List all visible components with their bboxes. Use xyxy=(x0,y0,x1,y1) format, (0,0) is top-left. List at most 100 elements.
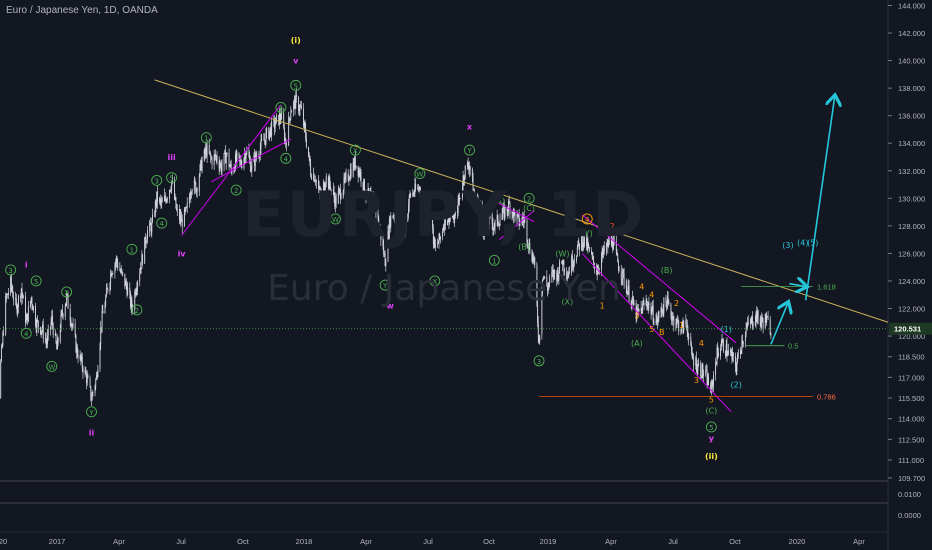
candle-body xyxy=(766,316,768,318)
candle-body xyxy=(169,190,170,199)
candle-body xyxy=(329,178,331,187)
candle-body xyxy=(55,333,57,343)
candle-body xyxy=(464,165,466,178)
candle-body xyxy=(488,224,490,225)
candle-body xyxy=(305,138,307,147)
y-tick-label: 126.000 xyxy=(898,249,925,258)
wave-label-circle xyxy=(151,174,163,186)
candle-body xyxy=(741,340,743,350)
wave-label: 2 xyxy=(234,187,238,195)
candle-body xyxy=(191,190,193,193)
candle-body xyxy=(725,343,727,357)
indicator-tick-label: 0.0000 xyxy=(898,511,921,520)
candle-body xyxy=(200,160,202,165)
candle-body xyxy=(713,375,714,387)
wave-label: (B) xyxy=(518,243,530,252)
candle-body xyxy=(690,336,692,345)
candle-body xyxy=(130,299,132,307)
wave-label-circle xyxy=(30,275,42,287)
candle-body xyxy=(190,194,192,199)
candle-body xyxy=(395,213,397,220)
candle-body xyxy=(196,188,197,193)
candle-body xyxy=(552,269,553,272)
wave-label: 1 xyxy=(492,257,496,265)
candle-body xyxy=(452,215,453,218)
candle-body xyxy=(324,187,326,190)
candle-body xyxy=(722,339,724,341)
candle-body xyxy=(0,360,2,398)
candle-body xyxy=(666,302,668,309)
candle-body xyxy=(764,314,766,328)
candle-body xyxy=(466,162,468,166)
candle-body xyxy=(551,271,553,278)
candle-body xyxy=(717,347,719,353)
candle-body xyxy=(210,157,212,159)
candle-body xyxy=(640,307,642,311)
candle-body xyxy=(735,356,736,367)
candle-body xyxy=(2,332,4,346)
candle-body xyxy=(208,144,210,153)
y-tick-label: 117.000 xyxy=(898,373,925,382)
wave-label: i xyxy=(25,260,28,269)
candle-body xyxy=(621,279,623,280)
candle-body xyxy=(364,193,366,197)
candle-body xyxy=(354,157,356,169)
candle-body xyxy=(561,262,563,265)
candle-body xyxy=(280,118,282,120)
candle-body xyxy=(169,190,171,191)
candle-body xyxy=(492,223,494,230)
candle-body xyxy=(145,242,147,245)
candle-body xyxy=(415,183,417,190)
candle-body xyxy=(45,339,47,342)
candle-body xyxy=(461,187,463,198)
candle-body xyxy=(317,180,319,189)
candle-body xyxy=(732,352,734,360)
candle-body xyxy=(61,310,63,315)
wave-label: 1 xyxy=(600,302,605,311)
x-tick-label: Oct xyxy=(729,537,742,546)
candle-body xyxy=(250,170,252,172)
candle-body xyxy=(127,287,129,296)
candle-body xyxy=(100,327,102,328)
candle-body xyxy=(677,320,679,322)
candle-body xyxy=(278,113,280,125)
candle-body xyxy=(566,271,568,280)
candle-body xyxy=(209,152,211,154)
candle-body xyxy=(643,303,645,305)
candle-body xyxy=(77,355,79,359)
candle-body xyxy=(225,150,226,164)
candle-body xyxy=(264,139,266,145)
candle-body xyxy=(529,243,531,253)
candle-body xyxy=(206,144,208,157)
candle-body xyxy=(693,358,695,366)
wave-label-circle xyxy=(349,144,361,156)
candle-body xyxy=(110,272,112,277)
candle-body xyxy=(124,273,126,286)
candle-body xyxy=(259,156,261,157)
candle-body xyxy=(327,176,329,189)
candle-body xyxy=(389,218,391,227)
candle-body xyxy=(498,224,500,226)
candle-body xyxy=(754,321,756,326)
wave-label: X xyxy=(353,147,358,155)
candle-body xyxy=(5,295,7,335)
candle-body xyxy=(220,163,222,172)
candle-body xyxy=(251,161,253,171)
candle-body xyxy=(211,158,213,165)
candle-body xyxy=(76,346,78,353)
candle-body xyxy=(673,316,675,326)
wave-label: w xyxy=(386,302,394,311)
candle-body xyxy=(35,306,36,325)
y-tick-label: 138.000 xyxy=(898,84,925,93)
candle-body xyxy=(479,203,481,205)
candle-body xyxy=(315,181,317,183)
candle-body xyxy=(354,157,356,168)
wave-label-circle xyxy=(379,279,391,291)
candle-body xyxy=(254,155,256,166)
candle-body xyxy=(201,160,203,171)
candle-body xyxy=(276,114,278,118)
candle-body xyxy=(428,210,430,221)
candle-body xyxy=(632,296,634,305)
candle-body xyxy=(761,317,763,322)
